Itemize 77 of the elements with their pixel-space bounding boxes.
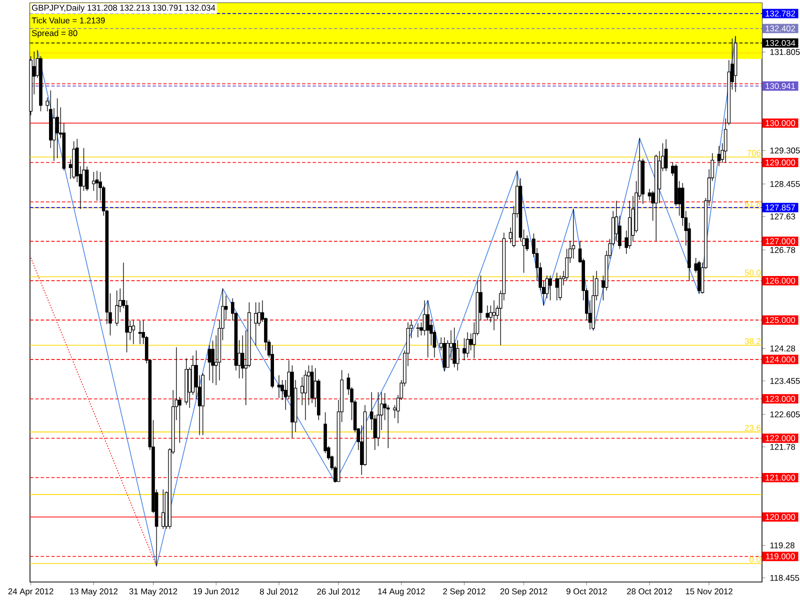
- y-tick-label: 127.63: [770, 213, 796, 220]
- x-tick-label: 20 Sep 2012: [500, 588, 548, 596]
- candlestick: [178, 396, 182, 444]
- candlestick: [208, 344, 212, 381]
- annotation: Spread = 80: [32, 30, 78, 38]
- candlestick: [376, 392, 380, 446]
- y-tick-label: 121.78: [770, 444, 796, 450]
- ref-line-label: 127.000: [766, 238, 796, 244]
- ref-line-label: 130.000: [766, 120, 796, 126]
- candlestick: [717, 146, 721, 166]
- y-tick-label: 131.805: [770, 49, 800, 56]
- annotation: 61.8: [745, 200, 761, 207]
- ref-line-label: 132.782: [766, 10, 796, 17]
- candlestick: [426, 300, 430, 358]
- candlestick: [300, 376, 304, 406]
- candlestick: [138, 320, 142, 344]
- x-tick-label: 24 Apr 2012: [8, 588, 54, 596]
- candlestick: [416, 322, 420, 338]
- x-tick-label: 2 Sep 2012: [443, 588, 486, 596]
- y-tick-label: 122.605: [770, 411, 800, 418]
- chart-title: GBPJPY,Daily 131.208 132.213 130.791 132.034: [32, 4, 216, 12]
- ref-line-label: 121.000: [766, 474, 796, 481]
- ref-line-label: 132.402: [766, 26, 796, 32]
- y-tick-label: 128.455: [770, 181, 800, 187]
- annotation: 23.6: [745, 424, 761, 431]
- x-tick-label: 28 Oct 2012: [627, 588, 672, 594]
- y-tick-label: 126.78: [770, 246, 796, 253]
- ref-line-label: 124.000: [766, 356, 796, 362]
- x-tick-label: 26 Jul 2012: [317, 588, 360, 595]
- ref-line-label: 125.000: [766, 317, 796, 324]
- ref-line-label: 120.000: [766, 514, 796, 520]
- y-tick-label: 119.28: [770, 542, 794, 548]
- candlestick: [277, 374, 281, 398]
- candlestick: [254, 302, 258, 346]
- candlestick: [462, 338, 466, 361]
- candlestick: [456, 340, 460, 371]
- y-tick-label: 118.455: [770, 574, 800, 581]
- candlestick: [486, 305, 490, 321]
- x-tick-label: 31 May 2012: [129, 588, 178, 596]
- annotation: 706: [747, 150, 761, 156]
- candlestick: [422, 300, 426, 336]
- candlestick: [555, 272, 559, 301]
- ref-line-label: 130.941: [766, 83, 796, 90]
- candlestick: [469, 333, 473, 351]
- x-tick-label: 15 Nov 2012: [686, 588, 732, 594]
- x-tick-label: 14 Aug 2012: [378, 588, 425, 596]
- x-tick-label: 19 Jun 2012: [194, 588, 239, 594]
- ref-line-label: 132.034: [766, 40, 796, 46]
- ref-line-label: 129.000: [766, 160, 796, 166]
- candlestick: [132, 320, 136, 344]
- ref-line-label: 126.000: [766, 278, 796, 284]
- annotation: 38.2: [744, 338, 761, 344]
- candlestick: [188, 367, 192, 408]
- y-tick-label: 124.28: [770, 345, 796, 352]
- annotation: 50.0: [744, 270, 761, 276]
- ref-line-label: 123.000: [766, 396, 796, 402]
- candlestick: [648, 188, 652, 202]
- candlestick: [56, 98, 59, 159]
- candlestick: [558, 275, 562, 301]
- annotation: Tick Value = 1.2139: [32, 17, 105, 24]
- x-tick-label: 8 Jul 2012: [260, 588, 298, 595]
- x-tick-label: 13 May 2012: [70, 588, 118, 596]
- candlestick: [548, 275, 552, 301]
- candlestick: [452, 327, 456, 368]
- candlestick: [162, 489, 165, 530]
- annotation: 0.0: [750, 556, 761, 562]
- candlestick: [115, 290, 119, 326]
- ref-line-label: 122.000: [766, 435, 796, 442]
- y-tick-label: 123.455: [770, 378, 800, 384]
- x-tick-label: 9 Oct 2012: [566, 588, 607, 594]
- ref-line-label: 127.857: [766, 204, 796, 211]
- candlestick: [664, 138, 668, 172]
- candlestick: [304, 370, 308, 420]
- candlestick: [95, 170, 99, 202]
- y-tick-label: 129.305: [770, 148, 800, 154]
- candlestick: [466, 332, 470, 358]
- ref-line-label: 119.000: [766, 553, 795, 560]
